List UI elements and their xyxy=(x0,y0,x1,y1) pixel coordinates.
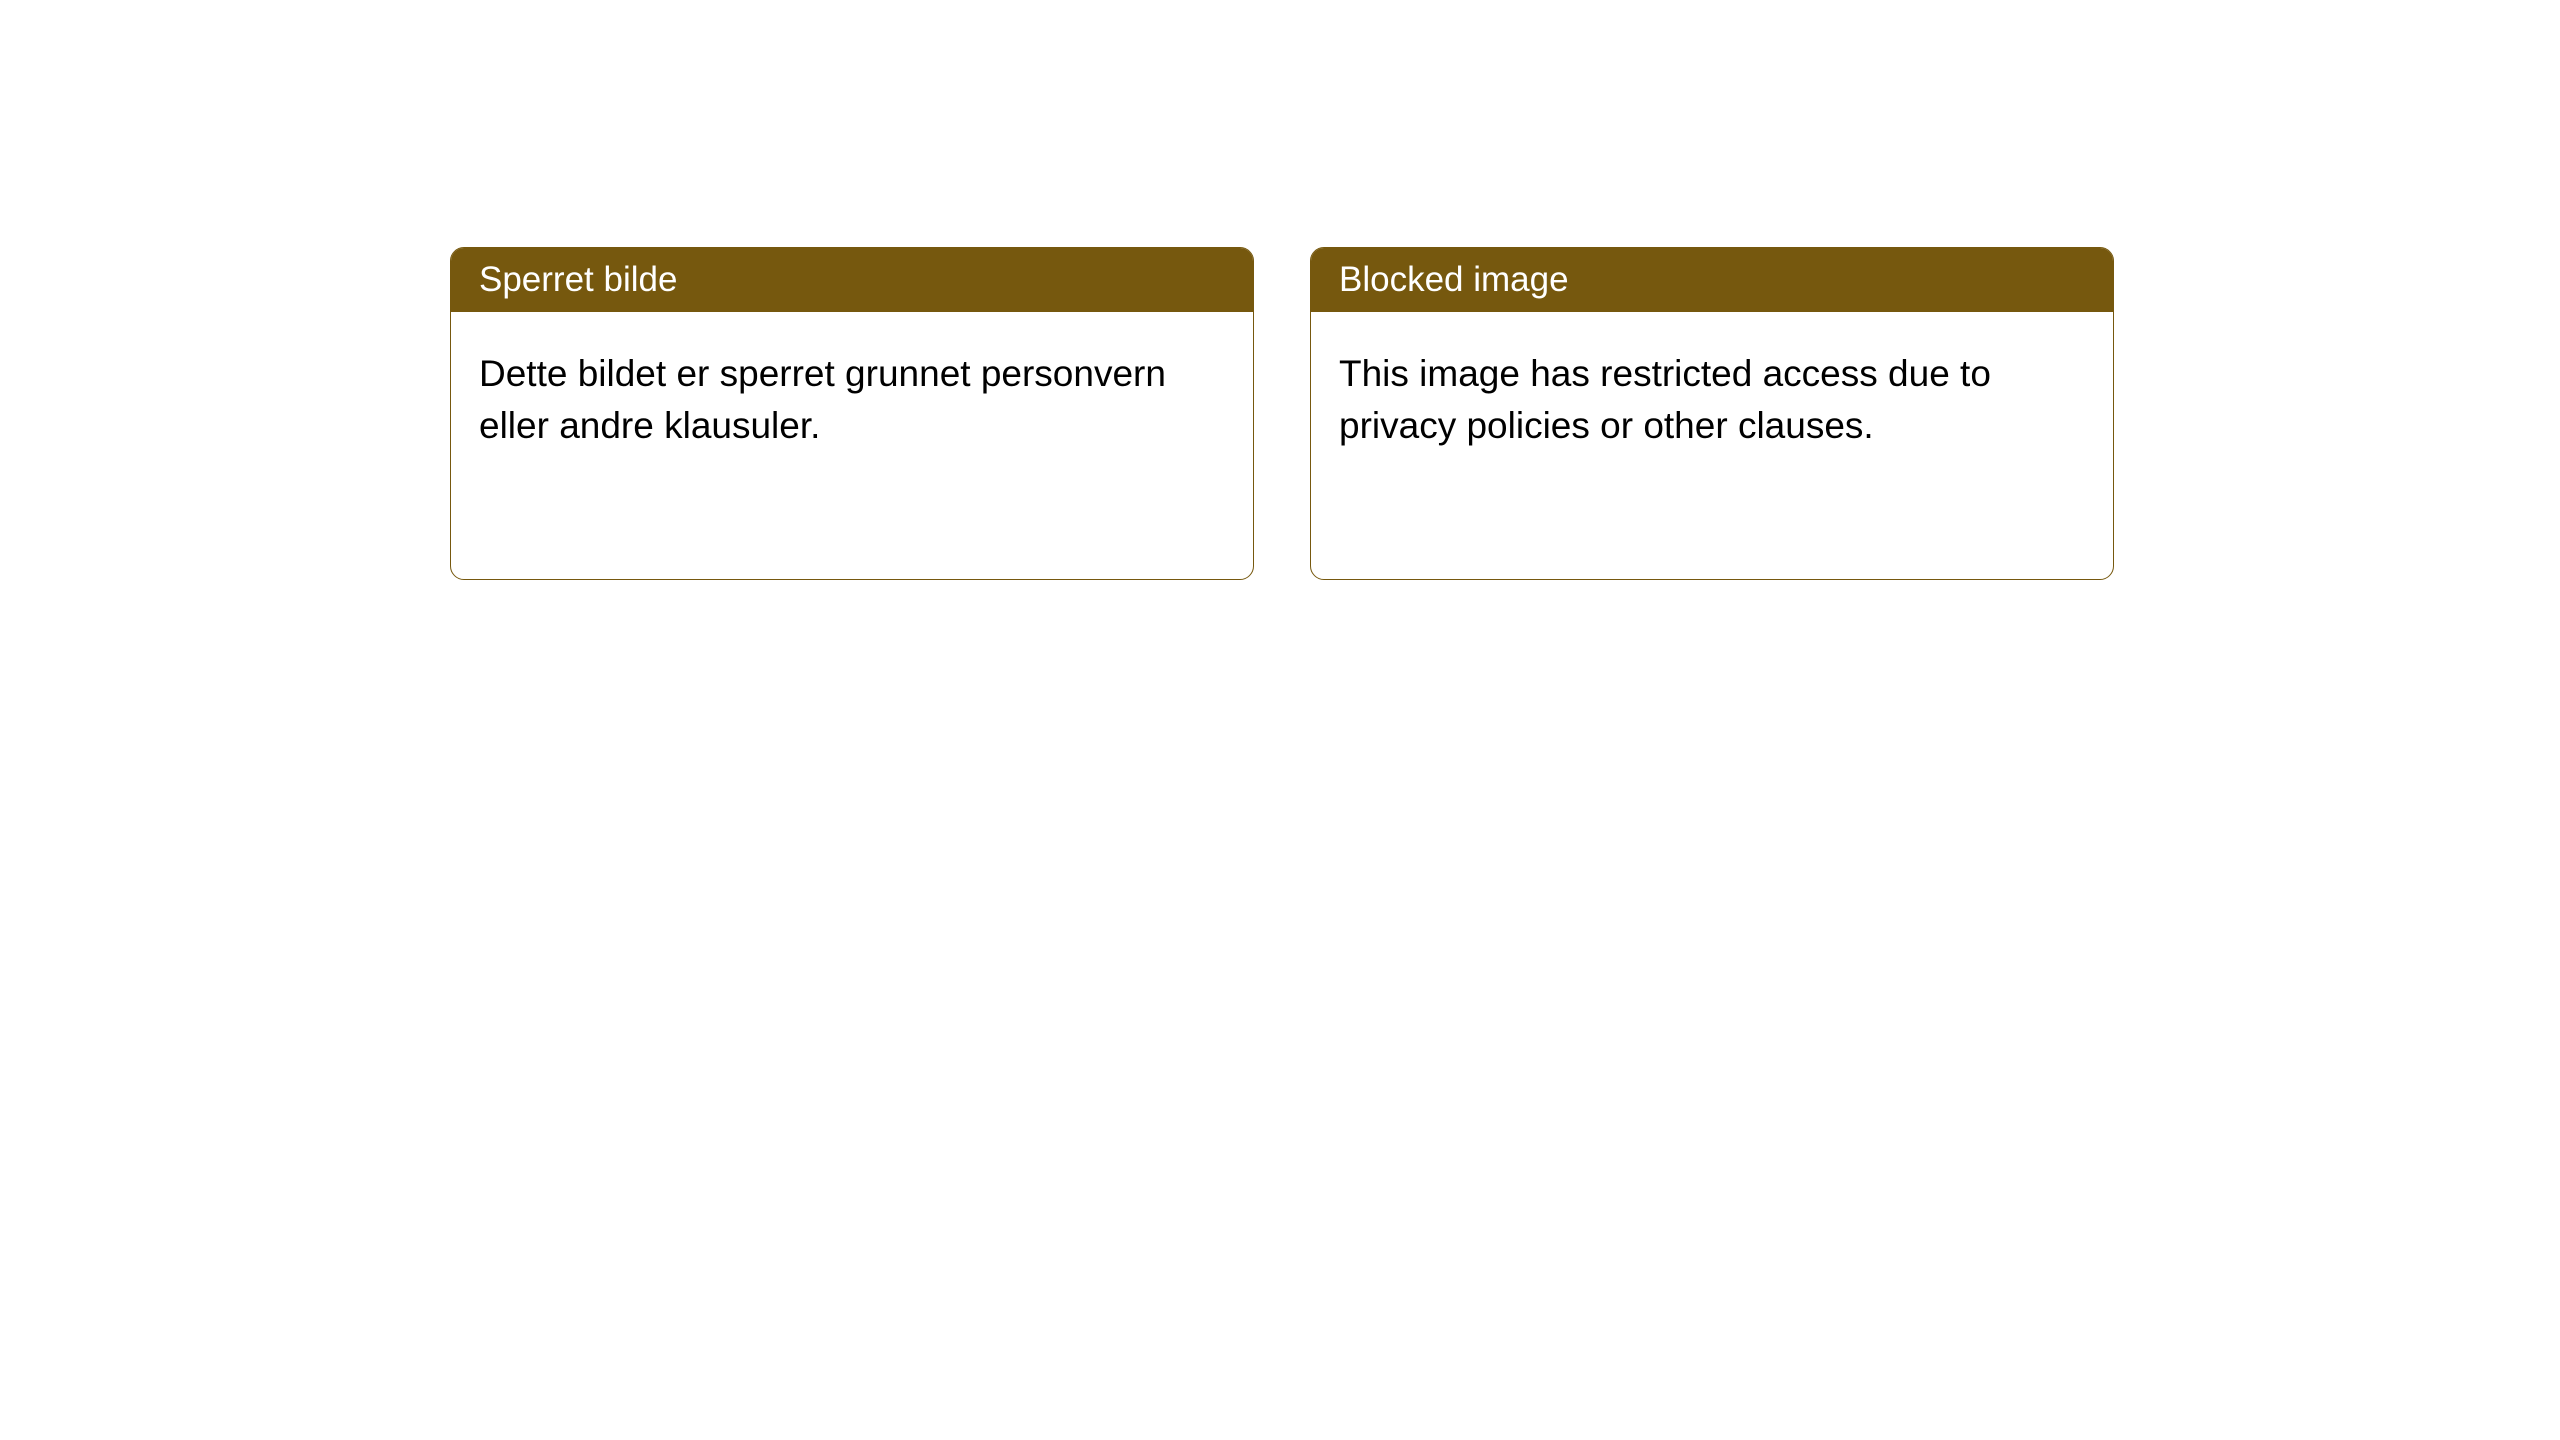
card-header: Sperret bilde xyxy=(451,248,1253,312)
card-body: Dette bildet er sperret grunnet personve… xyxy=(451,312,1253,488)
notice-card-norwegian: Sperret bilde Dette bildet er sperret gr… xyxy=(450,247,1254,580)
card-header-text: Sperret bilde xyxy=(479,260,677,299)
card-header: Blocked image xyxy=(1311,248,2113,312)
card-header-text: Blocked image xyxy=(1339,260,1569,299)
card-body: This image has restricted access due to … xyxy=(1311,312,2113,488)
card-body-text: This image has restricted access due to … xyxy=(1339,353,1991,446)
notice-card-english: Blocked image This image has restricted … xyxy=(1310,247,2114,580)
card-body-text: Dette bildet er sperret grunnet personve… xyxy=(479,353,1166,446)
notice-cards-container: Sperret bilde Dette bildet er sperret gr… xyxy=(0,0,2560,580)
